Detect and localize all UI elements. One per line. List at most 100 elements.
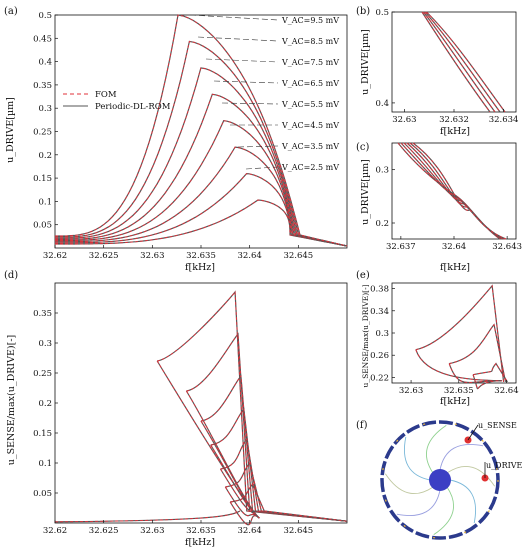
curve-a-0-fom xyxy=(55,199,348,247)
spring-1 xyxy=(433,486,455,536)
x-axis-label-b: f[kHz] xyxy=(440,126,470,137)
panel-b: (b) 32.63 32.632 32.634 0.4 0.5 f[kHz] u_DRI… xyxy=(356,6,518,137)
leader-a-1 xyxy=(197,36,279,42)
curve-a-4-fom xyxy=(55,93,348,247)
loop-d-lower-4-fom xyxy=(220,468,260,519)
legend-label-fom: FOM xyxy=(95,90,117,100)
y-tick-label-c: 0.3 xyxy=(375,166,389,176)
plot-frame-b xyxy=(391,11,517,113)
curve-b-1-fom xyxy=(423,11,496,113)
curves-d xyxy=(54,290,348,526)
loop-d-upper-2-fom xyxy=(200,374,348,522)
y-tick-label-c: 0.2 xyxy=(375,219,389,229)
y-tick-label-a: 0.2 xyxy=(38,151,52,161)
x-axis-label-e: f[kHz] xyxy=(440,396,470,407)
y-tick-label-d: 0.3 xyxy=(38,339,52,349)
curve-a-6-fom xyxy=(55,40,348,247)
spring-7 xyxy=(446,465,496,487)
y-tick-label-e: 0.26 xyxy=(370,351,389,361)
spring-2 xyxy=(396,489,441,516)
loop-e-lower-0-fom xyxy=(415,349,502,382)
curve-a-1-fom xyxy=(55,173,348,247)
y-axis-label-a: u_DRIVE[µm] xyxy=(5,97,16,163)
curve-a-2-fom xyxy=(55,146,348,247)
y-tick-label-b: 0.4 xyxy=(375,99,389,109)
loop-d-lower-6-fom xyxy=(229,501,260,526)
loop-d-upper-6-fom xyxy=(230,483,348,522)
x-tick-label-d: 32.64 xyxy=(237,526,261,536)
loop-d-upper-3-fom xyxy=(210,407,348,522)
ticks-c: 32.637 32.64 32.643 0.2 0.3 xyxy=(375,166,522,252)
curve-b-2-fom xyxy=(424,11,501,113)
y-tick-label-a: 0.15 xyxy=(33,174,52,184)
y-tick-label-e: 0.3 xyxy=(375,329,389,339)
loop-d-upper-0-fom xyxy=(157,290,348,522)
x-tick-label-a: 32.62 xyxy=(43,251,67,261)
series-label-a-7: V_AC=2.5 mV xyxy=(281,163,339,172)
curves-a xyxy=(55,14,348,247)
loop-d-upper-2-rom xyxy=(200,374,348,522)
spring-6 xyxy=(439,444,484,471)
curve-a-7-rom xyxy=(55,14,348,247)
panel-label-a: (a) xyxy=(4,6,18,17)
x-tick-label-b: 32.63 xyxy=(392,115,416,125)
ticks-e: 32.63 32.635 32.64 0.22 0.26 0.3 0.34 0.38 xyxy=(370,285,519,396)
curve-b-0-rom xyxy=(421,11,491,113)
y-tick-label-a: 0.4 xyxy=(38,58,52,68)
curve-b-3-fom xyxy=(426,11,506,113)
curve-c-1-fom xyxy=(400,142,502,240)
y-tick-label-a: 0.1 xyxy=(38,197,52,207)
series-label-a-5: V_AC=4.5 mV xyxy=(281,121,339,130)
series-label-a-1: V_AC=8.5 mV xyxy=(281,37,339,46)
x-tick-label-c: 32.643 xyxy=(492,242,522,252)
x-tick-label-d: 32.62 xyxy=(43,526,67,536)
y-tick-label-d: 0.25 xyxy=(33,369,52,379)
y-tick-label-d: 0.15 xyxy=(33,429,52,439)
curves-e xyxy=(415,284,508,390)
curve-c-3-fom xyxy=(406,142,504,240)
y-tick-label-a: 0.25 xyxy=(33,128,52,138)
x-tick-label-a: 32.63 xyxy=(140,251,164,261)
y-tick-label-a: 0.35 xyxy=(33,81,52,91)
x-tick-label-b: 32.634 xyxy=(489,115,519,125)
curve-c-1-rom xyxy=(400,142,502,240)
curve-a-7-fom xyxy=(55,14,348,247)
y-tick-label-e: 0.38 xyxy=(370,285,389,295)
x-tick-label-e: 32.63 xyxy=(399,386,423,396)
leader-a-7 xyxy=(245,166,279,170)
panel-label-d: (d) xyxy=(4,270,18,281)
spring-4 xyxy=(404,436,431,481)
x-tick-label-d: 32.645 xyxy=(283,526,313,536)
panel-c: (c) 32.637 32.64 32.643 0.2 0.3 f[kHz] u_DRI… xyxy=(356,142,522,273)
y-tick-label-b: 0.5 xyxy=(375,8,389,18)
x-tick-label-a: 32.625 xyxy=(89,251,119,261)
y-tick-label-e: 0.34 xyxy=(370,307,389,317)
x-axis-label-c: f[kHz] xyxy=(440,262,470,273)
drive-label: u_DRIVE xyxy=(486,461,523,470)
panel-label-c: (c) xyxy=(356,142,370,153)
leader-a-6 xyxy=(237,145,279,148)
ticks-b: 32.63 32.632 32.634 0.4 0.5 xyxy=(375,8,518,125)
loop-e-upper-0-rom xyxy=(415,284,505,382)
curve-c-4-rom xyxy=(409,142,506,240)
plot-frame-a xyxy=(54,14,348,249)
y-tick-label-a: 0.5 xyxy=(38,11,52,21)
sense-arrow xyxy=(467,424,479,441)
tail-d-fom xyxy=(54,510,241,523)
panel-f: (f) u_SENSE u_DRIVE xyxy=(356,420,523,540)
loop-d-upper-1-rom xyxy=(186,332,348,522)
loop-d-upper-1-fom xyxy=(186,332,348,522)
x-tick-label-c: 32.637 xyxy=(386,242,416,252)
series-label-a-2: V_AC=7.5 mV xyxy=(281,58,339,67)
leader-a-4 xyxy=(221,102,279,105)
panel-label-e: (e) xyxy=(356,270,370,281)
y-tick-label-d: 0.05 xyxy=(33,489,52,499)
curve-b-0-fom xyxy=(421,11,491,113)
x-axis-label-d: f[kHz] xyxy=(185,537,215,548)
y-tick-label-a: 0.3 xyxy=(38,104,52,114)
loop-e-lower-0-rom xyxy=(415,349,502,382)
annotations-a: V_AC=9.5 mV V_AC=8.5 mV V_AC=7.5 mV V_AC=6.… xyxy=(189,14,339,172)
panel-label-f: (f) xyxy=(356,420,368,431)
loop-d-upper-4-fom xyxy=(220,437,348,522)
curves-c xyxy=(397,142,507,240)
